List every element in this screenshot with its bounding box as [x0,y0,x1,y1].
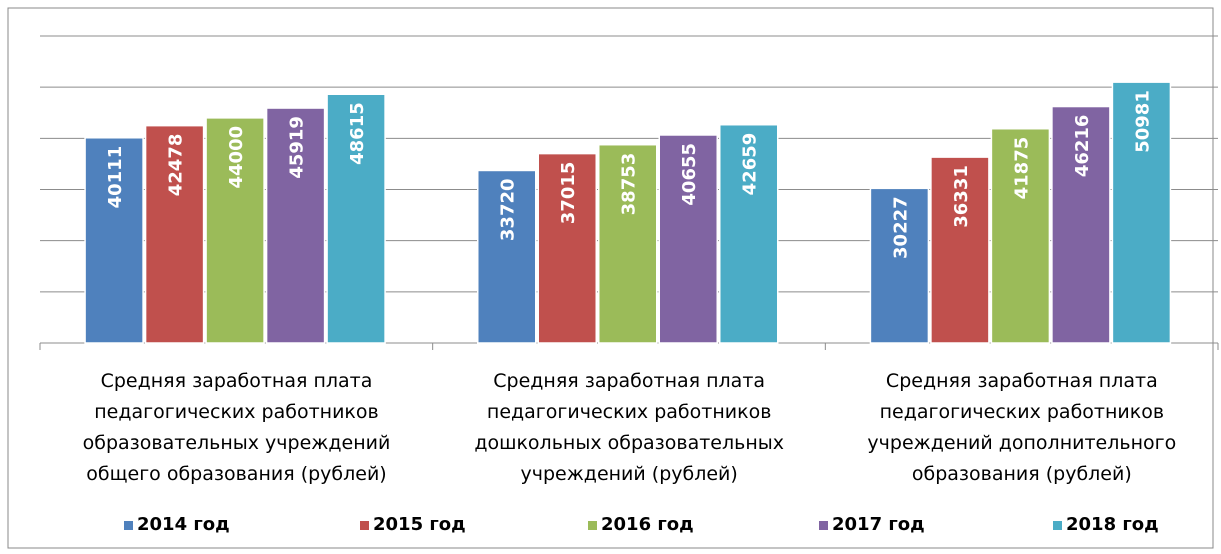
legend-swatch [124,521,133,530]
x-tick-label: Средняя заработная плата педагогических … [82,370,391,485]
data-label: 36331 [951,165,972,228]
data-label: 33720 [498,178,519,241]
legend-label: 2015 год [373,514,466,535]
bar [1051,105,1111,344]
data-label: 45919 [287,116,308,179]
bar [205,117,265,344]
data-label: 46216 [1072,115,1093,178]
bar [869,187,930,344]
data-label: 42478 [166,134,187,197]
bar [598,143,658,344]
data-label: 40655 [679,143,700,206]
frame [7,7,1214,549]
x-tick-label: Средняя заработная плата педагогических … [867,370,1177,485]
bar [477,169,537,344]
data-label: 50981 [1132,90,1153,153]
bar [658,134,718,344]
data-label: 44000 [226,126,247,189]
bar [326,93,386,344]
data-label: 37015 [558,162,579,225]
bar [537,152,597,344]
data-label: 42659 [740,133,761,196]
bar [144,124,205,344]
legend-label: 2016 год [601,514,694,535]
bar [84,137,144,344]
data-label: 40111 [105,146,126,209]
bar [990,127,1051,344]
legend-label: 2017 год [832,514,925,535]
data-label: 30227 [890,196,911,259]
x-tick-label: Средняя заработная плата педагогических … [474,370,784,485]
data-label: 41875 [1011,137,1032,200]
legend-label: 2018 год [1066,514,1159,535]
data-label: 48615 [347,102,368,165]
bar [930,156,990,344]
bar [719,123,779,344]
legend-swatch [360,521,369,530]
bar [265,107,326,344]
legend-label: 2014 год [137,514,230,535]
legend-swatch [819,521,828,530]
data-label: 38753 [619,153,640,216]
legend-swatch [1053,521,1062,530]
legend-swatch [588,521,597,530]
bar [1111,81,1172,344]
